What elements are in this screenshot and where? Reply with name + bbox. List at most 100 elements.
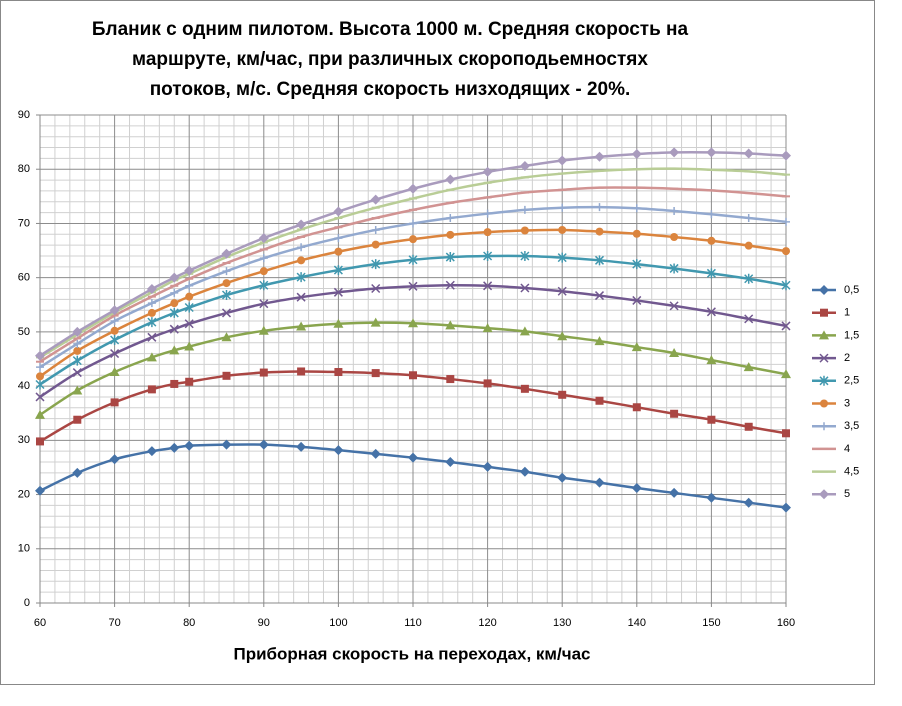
marker	[519, 160, 530, 171]
legend-marker	[820, 422, 828, 431]
marker	[744, 273, 754, 284]
marker	[557, 472, 568, 483]
marker	[110, 317, 119, 326]
marker	[744, 422, 753, 431]
marker	[222, 279, 231, 288]
marker	[557, 252, 567, 263]
y-tick-label: 50	[18, 326, 30, 338]
x-tick-label: 160	[777, 617, 795, 629]
series-line	[39, 443, 787, 509]
marker	[781, 150, 791, 161]
marker	[557, 286, 567, 296]
marker	[781, 321, 791, 331]
marker	[334, 247, 343, 256]
series	[36, 367, 790, 446]
marker	[408, 281, 418, 291]
marker	[446, 214, 455, 223]
legend-label: 4,5	[844, 466, 859, 478]
marker	[169, 345, 180, 355]
marker	[595, 227, 604, 236]
series-line	[39, 150, 787, 357]
marker	[483, 209, 492, 218]
marker	[297, 367, 306, 376]
marker	[73, 415, 82, 424]
marker	[520, 384, 529, 393]
marker	[259, 368, 268, 377]
marker	[35, 350, 45, 361]
series-line	[39, 370, 787, 443]
marker	[333, 206, 344, 217]
marker	[594, 291, 605, 301]
marker	[370, 448, 381, 459]
y-tick-label: 0	[24, 597, 30, 609]
chart-title: Бланик с одним пилотом. Высота 1000 м. С…	[92, 19, 689, 40]
marker	[169, 324, 179, 334]
y-tick-label: 80	[18, 163, 30, 175]
marker	[632, 229, 641, 238]
marker	[147, 299, 156, 308]
marker	[445, 280, 455, 290]
series	[36, 203, 790, 372]
marker	[632, 259, 642, 270]
marker	[169, 307, 179, 318]
marker	[370, 317, 381, 327]
marker	[706, 355, 717, 365]
marker	[334, 234, 343, 243]
marker	[483, 379, 492, 388]
marker	[445, 457, 456, 468]
marker	[334, 368, 343, 377]
marker	[744, 314, 754, 324]
marker	[170, 379, 179, 388]
series	[36, 225, 790, 381]
marker	[409, 219, 417, 228]
marker	[670, 206, 679, 215]
marker	[558, 203, 567, 212]
legend-label: 5	[844, 488, 850, 500]
marker	[631, 149, 642, 160]
y-tick-label: 70	[18, 217, 30, 229]
title: Бланик с одним пилотом. Высота 1000 м. С…	[92, 19, 689, 100]
marker	[258, 439, 269, 450]
legend-marker	[819, 489, 829, 500]
marker	[445, 252, 455, 263]
marker	[371, 240, 380, 249]
marker	[371, 225, 380, 234]
marker	[669, 348, 680, 358]
marker	[445, 174, 456, 185]
x-tick-label: 80	[183, 617, 195, 629]
marker	[781, 369, 791, 379]
marker	[109, 305, 120, 316]
marker	[409, 235, 417, 244]
x-tick-label: 90	[258, 617, 270, 629]
marker	[482, 461, 493, 472]
marker	[632, 295, 642, 305]
marker	[446, 375, 455, 384]
marker	[632, 403, 641, 412]
marker	[706, 307, 716, 317]
marker	[744, 241, 753, 250]
marker	[259, 280, 269, 291]
marker	[72, 385, 83, 395]
marker	[631, 483, 642, 494]
series-line	[39, 283, 787, 399]
series	[35, 439, 791, 513]
legend-label: 2,5	[844, 375, 859, 387]
marker	[782, 217, 790, 226]
marker	[446, 230, 455, 239]
marker	[409, 371, 417, 380]
marker	[110, 335, 120, 346]
marker	[185, 377, 194, 386]
legend-label: 3,5	[844, 420, 859, 432]
marker	[147, 317, 157, 328]
x-tick-label: 130	[553, 617, 571, 629]
series-line	[39, 167, 787, 359]
legend-marker	[820, 308, 828, 317]
marker	[558, 390, 567, 399]
marker	[296, 321, 307, 331]
marker	[110, 326, 119, 335]
marker	[146, 284, 157, 295]
marker	[169, 442, 180, 453]
marker	[259, 299, 269, 309]
marker	[781, 502, 791, 513]
